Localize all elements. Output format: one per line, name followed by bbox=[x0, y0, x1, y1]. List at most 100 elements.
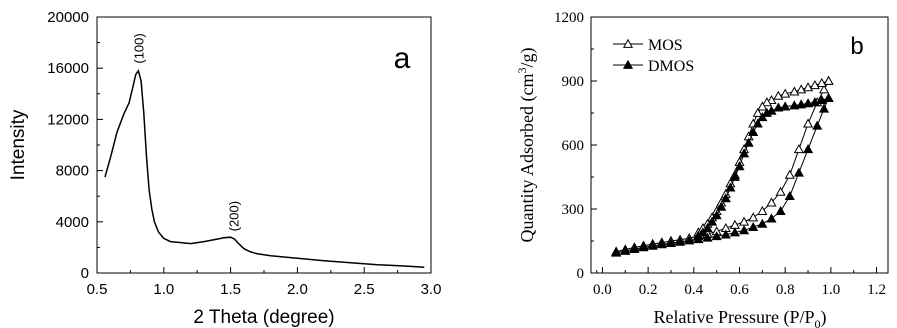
panel-b-series bbox=[611, 75, 834, 257]
panel-b-mos-desorption-point bbox=[802, 82, 814, 92]
panel-b-dmos-desorption-point bbox=[697, 227, 708, 237]
panel-b-dmos-adsorption-point bbox=[802, 144, 814, 154]
panel-a-xrd-pattern-line bbox=[104, 69, 425, 268]
panel-b-mos-desorption-point bbox=[816, 77, 827, 87]
panel-a-y-tick-label: 8000 bbox=[56, 163, 89, 180]
panel-b-y-tick-label: 1200 bbox=[554, 10, 584, 26]
panel-b-dmos-desorption-point bbox=[802, 98, 814, 108]
panel-b-dmos-desorption-point bbox=[761, 107, 772, 117]
panel-a-x-axis-title: 2 Theta (degree) bbox=[193, 307, 334, 328]
panel-b-y-tick-label: 900 bbox=[562, 74, 585, 90]
panel-b-x-tick-label: 1.0 bbox=[822, 282, 841, 298]
panel-a-x-tick-label: 2.0 bbox=[287, 281, 308, 298]
panel-b-dmos-adsorption-point bbox=[766, 213, 777, 223]
panel-b-dmos-desorption-point bbox=[729, 171, 740, 181]
panel-b-mos-desorption-point bbox=[757, 101, 768, 111]
panel-b-y-axis: 0 300 600 900 1200 bbox=[554, 10, 597, 282]
panel-b-dmos-adsorption-point bbox=[711, 231, 722, 241]
panel-b-dmos-adsorption-point bbox=[656, 239, 667, 249]
panel-a-y-axis: 0 4000 8000 12000 16000 20000 bbox=[47, 9, 103, 282]
panel-b-mos-adsorption-point bbox=[729, 219, 740, 229]
panel-b-x-axis-title: Relative Pressure (P/P0) bbox=[654, 307, 827, 328]
panel-b-dmos-adsorption-point bbox=[793, 167, 804, 177]
panel-b-mos-desorption-point bbox=[796, 84, 807, 94]
panel-b-dmos-adsorption-point bbox=[784, 190, 795, 201]
legend-marker bbox=[622, 38, 634, 48]
panel-b-dmos-desorption-point bbox=[816, 94, 827, 105]
panel-a-plot-frame bbox=[96, 16, 432, 274]
legend-label: DMOS bbox=[648, 58, 694, 75]
legend-marker bbox=[622, 59, 634, 69]
panel-b-dmos-desorption-point bbox=[780, 101, 791, 111]
panel-b-y-tick-label: 600 bbox=[562, 138, 585, 154]
panel-a-peak-annotation: (100) bbox=[131, 33, 146, 63]
panel-b-dmos-desorption-point bbox=[693, 230, 704, 240]
panel-b-x-tick-label: 0.6 bbox=[730, 282, 749, 298]
panel-b-dmos-adsorption-point bbox=[739, 225, 750, 235]
panel-b-dmos-adsorption-point bbox=[748, 221, 759, 231]
panel-a-x-tick-label: 2.5 bbox=[354, 281, 375, 298]
legend-label: MOS bbox=[648, 37, 683, 54]
panel-b-dmos-adsorption-point bbox=[757, 218, 768, 228]
panel-b-dmos-desorption-point bbox=[796, 99, 807, 109]
panel-b-dmos-desorption-point bbox=[773, 102, 784, 112]
panel-b-y-tick-label: 300 bbox=[562, 202, 585, 218]
panel-a-y-tick-label: 16000 bbox=[47, 60, 89, 77]
panel-b-dmos-desorption-point bbox=[757, 112, 768, 122]
panel-b-y-tick-label: 0 bbox=[577, 266, 585, 282]
panel-b-dmos-desorption-point bbox=[702, 222, 713, 233]
panel-a-x-axis: 0.5 1.0 1.5 2.0 2.5 3.0 bbox=[87, 267, 442, 298]
panel-b-x-tick-label: 0.8 bbox=[776, 282, 795, 298]
panel-b-dmos-desorption-point bbox=[725, 182, 736, 192]
panel-a-x-tick-label: 1.5 bbox=[220, 281, 241, 298]
panel-b-mos-desorption-point bbox=[823, 75, 834, 85]
panel-a-x-tick-label: 0.5 bbox=[87, 281, 108, 298]
panel-b-dmos-desorption-point bbox=[711, 210, 722, 220]
panel-a-y-tick-label: 0 bbox=[81, 265, 89, 282]
panel-b-mos-desorption-point bbox=[809, 80, 820, 90]
panel-b-legend: MOS DMOS bbox=[613, 37, 694, 75]
panel-a-y-axis-title: Intensity bbox=[8, 109, 29, 180]
panel-a-x-tick-label: 1.0 bbox=[153, 281, 174, 298]
panel-a-y-tick-label: 12000 bbox=[47, 111, 89, 128]
panel-b-mos-adsorption-point bbox=[757, 205, 768, 215]
panel-b-label: b bbox=[850, 33, 863, 60]
panel-b-plot-frame bbox=[590, 16, 889, 274]
panel-b-y-axis-title: Quantity Adsorbed (cm3/g) bbox=[515, 48, 538, 243]
panel-b-dmos-adsorption-point bbox=[638, 242, 649, 252]
panel-a-peak-annotation: (200) bbox=[226, 201, 241, 231]
panel-b-dmos-desorption-point bbox=[734, 161, 745, 171]
panel-a-y-tick-label: 4000 bbox=[56, 214, 89, 231]
panel-b-dmos-desorption-point bbox=[716, 201, 727, 211]
panel-b-dmos-desorption-point bbox=[823, 92, 834, 102]
panel-b-x-axis: 0.0 0.2 0.4 0.6 0.8 1.0 1.2 bbox=[593, 267, 886, 298]
panel-a-series bbox=[104, 69, 425, 268]
panel-b-x-tick-label: 0.2 bbox=[639, 282, 658, 298]
panel-b-mos-adsorption-point bbox=[793, 144, 804, 154]
panel-b-x-tick-label: 0.0 bbox=[593, 282, 612, 298]
panel-b-mos-adsorption-point bbox=[784, 169, 795, 179]
panel-b-dmos-adsorption-point bbox=[611, 247, 622, 257]
panel-b-dmos-adsorption-point bbox=[729, 227, 740, 237]
panel-b-x-tick-label: 0.4 bbox=[684, 282, 703, 298]
panel-b-dmos-adsorption-point bbox=[702, 232, 713, 242]
panel-b-dmos-adsorption-point bbox=[675, 236, 686, 246]
panel-a-label: a bbox=[394, 42, 411, 75]
panel-b-dmos-desorption-point bbox=[720, 193, 731, 203]
panel-b-dmos-desorption-point bbox=[752, 118, 763, 128]
panel-b-mos-desorption-point bbox=[761, 97, 772, 107]
panel-b-isotherm-chart: 0.0 0.2 0.4 0.6 0.8 1.0 1.2 0 300 600 900 1200 MOS… bbox=[515, 10, 889, 328]
panel-b-mos-desorption-point bbox=[789, 86, 800, 96]
panel-b-mos-adsorption-point bbox=[766, 197, 777, 207]
panel-a-y-tick-label: 20000 bbox=[47, 9, 89, 26]
panel-b-mos-desorption-point bbox=[773, 90, 784, 100]
panel-b-dmos-adsorption-point bbox=[647, 240, 658, 250]
panel-b-x-tick-label: 1.2 bbox=[867, 282, 886, 298]
panel-b-dmos-adsorption-point bbox=[620, 245, 631, 255]
panel-b-dmos-desorption-point bbox=[739, 148, 750, 158]
panel-b-dmos-desorption-point bbox=[809, 97, 820, 107]
panel-b-mos-adsorption-point bbox=[748, 212, 759, 222]
panel-a-x-tick-label: 3.0 bbox=[421, 281, 442, 298]
panel-a-annotations: (100) (200) bbox=[131, 33, 241, 231]
